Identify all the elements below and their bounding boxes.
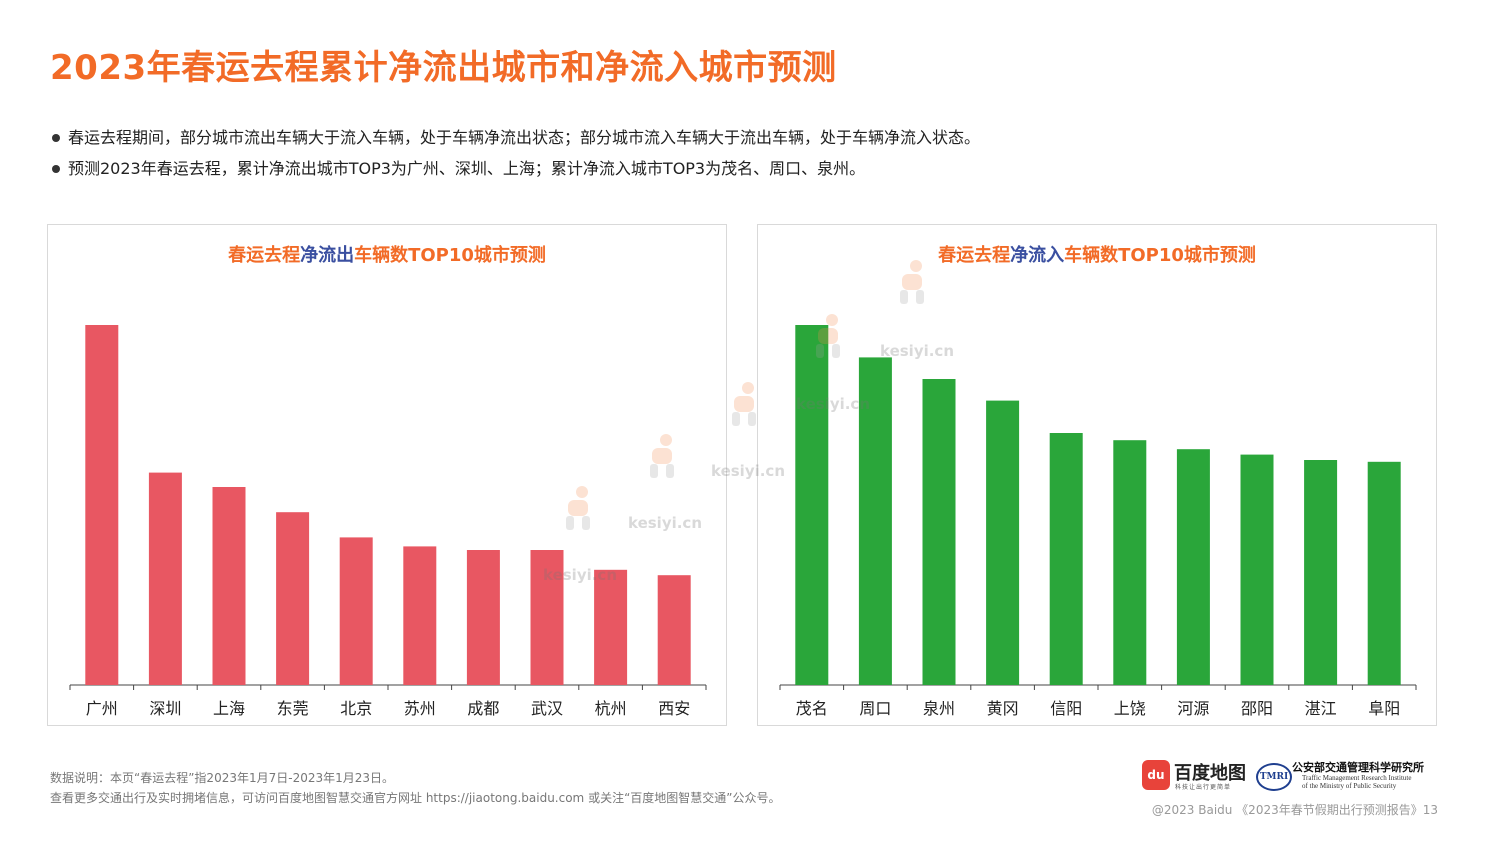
outflow-category-label: 武汉 bbox=[531, 699, 563, 718]
title-part: 车辆数TOP10城市预测 bbox=[1064, 245, 1256, 266]
tmri-english-name: Traffic Management Research Institute bbox=[1302, 774, 1412, 782]
tmri-logo-icon: TMRI bbox=[1256, 763, 1292, 791]
title-part-highlight: 净流入 bbox=[1010, 245, 1065, 266]
inflow-category-label: 信阳 bbox=[1050, 699, 1082, 718]
inflow-bar-10 bbox=[1367, 461, 1401, 685]
watermark-text: kesiyi.cn bbox=[711, 462, 786, 480]
data-notes: 数据说明：本页“春运去程”指2023年1月7日-2023年1月23日。 查看更多… bbox=[50, 768, 781, 808]
outflow-category-label: 北京 bbox=[340, 699, 372, 718]
data-note-line: 查看更多交通出行及实时拥堵信息，可访问百度地图智慧交通官方网址 https://… bbox=[50, 791, 781, 805]
baidu-map-logo-icon: du bbox=[1142, 760, 1170, 790]
outflow-chart-panel: 春运去程净流出车辆数TOP10城市预测 广州 深圳 上海 东莞 北京 苏州 成都 武汉 杭州 西安 bbox=[47, 224, 727, 726]
outflow-category-label: 苏州 bbox=[404, 699, 436, 718]
watermark-runner-icon bbox=[566, 486, 590, 530]
outflow-chart-title: 春运去程净流出车辆数TOP10城市预测 bbox=[48, 241, 726, 267]
inflow-chart-title: 春运去程净流入车辆数TOP10城市预测 bbox=[758, 241, 1436, 267]
title-part: 春运去程 bbox=[938, 245, 1011, 266]
watermark-text: kesiyi.cn bbox=[796, 395, 871, 413]
inflow-category-label: 茂名 bbox=[796, 699, 828, 718]
inflow-bar-9 bbox=[1304, 460, 1338, 685]
inflow-bar-2 bbox=[858, 357, 892, 685]
inflow-category-label: 上饶 bbox=[1114, 699, 1146, 718]
watermark-text: kesiyi.cn bbox=[543, 566, 618, 584]
inflow-bar-1 bbox=[795, 325, 829, 685]
inflow-category-label: 湛江 bbox=[1305, 699, 1337, 718]
outflow-bar-2 bbox=[148, 472, 182, 685]
inflow-bar-6 bbox=[1113, 440, 1147, 685]
inflow-bar-chart: 茂名 周口 泉州 黄冈 信阳 上饶 河源 邵阳 湛江 阜阳 bbox=[779, 325, 1417, 718]
inflow-category-label: 周口 bbox=[859, 699, 891, 718]
baidu-map-name: 百度地图 bbox=[1174, 763, 1246, 784]
outflow-category-label: 成都 bbox=[467, 699, 499, 718]
outflow-category-label: 深圳 bbox=[149, 699, 181, 718]
inflow-bar-7 bbox=[1176, 449, 1210, 685]
outflow-category-label: 杭州 bbox=[595, 699, 627, 718]
outflow-bar-10 bbox=[657, 575, 691, 685]
watermark-text: kesiyi.cn bbox=[628, 514, 703, 532]
inflow-category-label: 黄冈 bbox=[987, 699, 1019, 718]
inflow-chart-panel: 春运去程净流入车辆数TOP10城市预测 茂名 周口 泉州 黄冈 信阳 上饶 河源 邵阳 湛江 阜阳 bbox=[757, 224, 1437, 726]
partner-logos: du 百度地图 科技让出行更简单 TMRI 公安部交通管理科学研究所 Traff… bbox=[1142, 759, 1442, 793]
tmri-name: 公安部交通管理科学研究所 bbox=[1292, 761, 1424, 774]
outflow-bar-3 bbox=[212, 487, 246, 685]
outflow-category-label: 东莞 bbox=[277, 699, 309, 718]
baidu-map-slogan: 科技让出行更简单 bbox=[1175, 784, 1232, 791]
outflow-bar-1 bbox=[85, 325, 119, 685]
watermark-runner-icon bbox=[650, 434, 674, 478]
title-part: 春运去程 bbox=[228, 245, 301, 266]
outflow-category-label: 西安 bbox=[658, 699, 690, 718]
watermark-text: kesiyi.cn bbox=[880, 342, 955, 360]
tmri-english-name: of the Ministry of Public Security bbox=[1302, 782, 1397, 790]
inflow-category-label: 泉州 bbox=[923, 699, 955, 718]
watermark-runner-icon bbox=[900, 260, 924, 304]
inflow-bar-4 bbox=[986, 400, 1020, 685]
watermark-runner-icon bbox=[732, 382, 756, 426]
page-title: 2023年春运去程累计净流出城市和净流入城市预测 bbox=[50, 48, 837, 88]
copyright-page-number: @2023 Baidu 《2023年春节假期出行预测报告》13 bbox=[1151, 803, 1438, 817]
watermark-runner-icon bbox=[816, 314, 840, 358]
inflow-category-label: 邵阳 bbox=[1241, 699, 1273, 718]
bullet-item: 预测2023年春运去程，累计净流出城市TOP3为广州、深圳、上海；累计净流入城市… bbox=[50, 153, 980, 184]
inflow-category-label: 河源 bbox=[1177, 699, 1209, 718]
inflow-category-label: 阜阳 bbox=[1368, 699, 1400, 718]
outflow-bar-5 bbox=[339, 537, 373, 685]
inflow-bar-5 bbox=[1049, 433, 1083, 685]
outflow-bar-chart: 广州 深圳 上海 东莞 北京 苏州 成都 武汉 杭州 西安 bbox=[69, 325, 707, 718]
outflow-category-label: 上海 bbox=[213, 699, 245, 718]
inflow-bar-8 bbox=[1240, 454, 1274, 685]
title-part: 车辆数TOP10城市预测 bbox=[354, 245, 546, 266]
data-note-line: 数据说明：本页“春运去程”指2023年1月7日-2023年1月23日。 bbox=[50, 771, 395, 785]
title-part-highlight: 净流出 bbox=[300, 245, 355, 266]
outflow-bar-8 bbox=[530, 550, 564, 685]
outflow-bar-6 bbox=[403, 546, 437, 685]
bullet-item: 春运去程期间，部分城市流出车辆大于流入车辆，处于车辆净流出状态；部分城市流入车辆… bbox=[50, 122, 980, 153]
outflow-bar-9 bbox=[594, 569, 628, 685]
outflow-category-label: 广州 bbox=[86, 699, 118, 718]
outflow-bar-4 bbox=[276, 512, 310, 685]
summary-bullets: 春运去程期间，部分城市流出车辆大于流入车辆，处于车辆净流出状态；部分城市流入车辆… bbox=[50, 122, 980, 184]
outflow-bar-7 bbox=[466, 550, 500, 685]
inflow-bar-3 bbox=[922, 379, 956, 685]
